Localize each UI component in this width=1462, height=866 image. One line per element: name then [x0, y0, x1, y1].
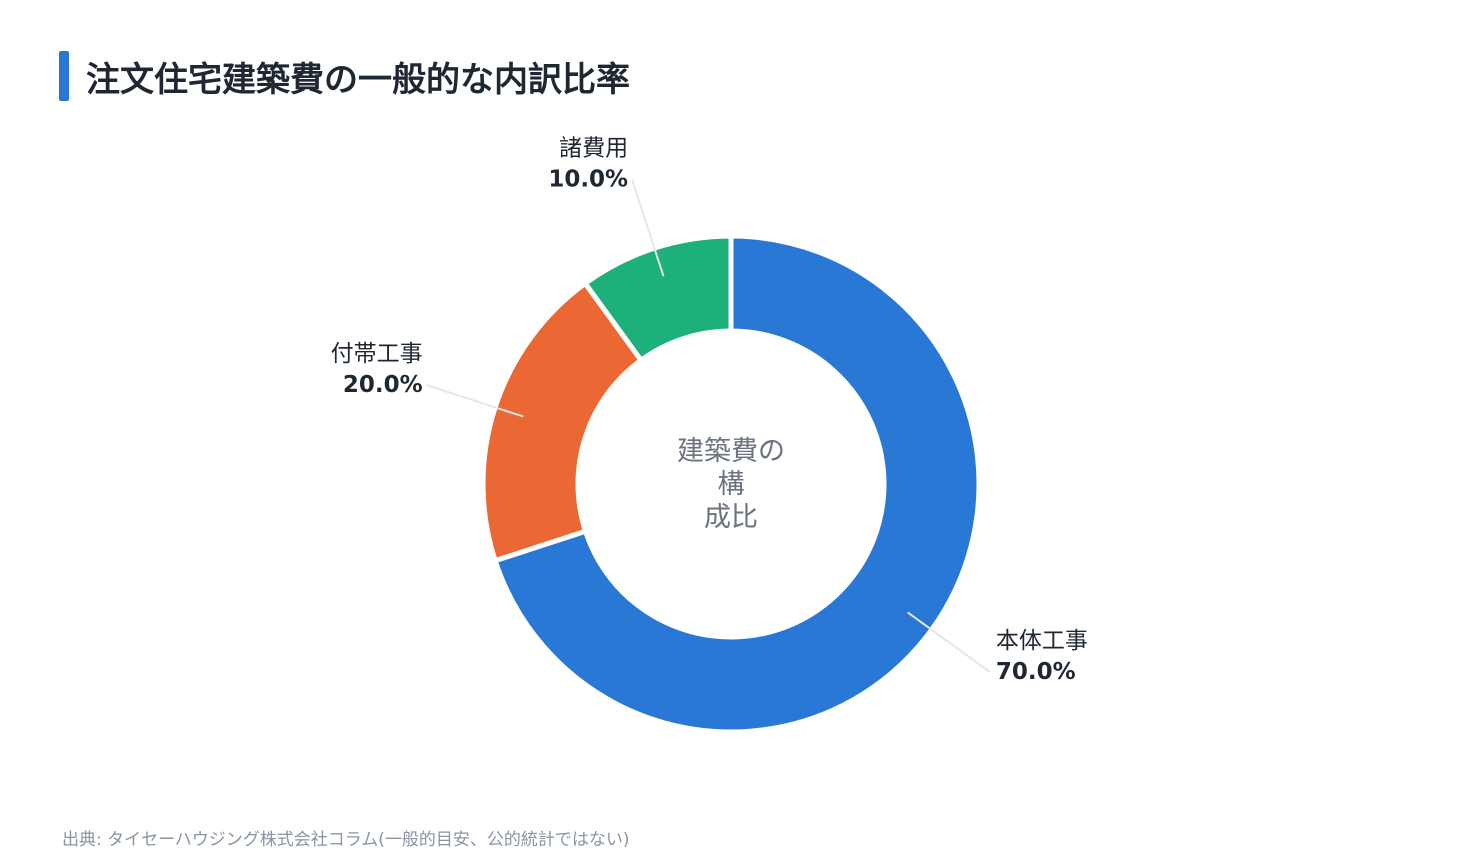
center-label: 建築費の構成比 — [677, 436, 785, 533]
slice-label-value-1: 70.0% — [996, 659, 1076, 685]
chart-slices — [480, 233, 982, 735]
title-accent-bar — [59, 51, 69, 101]
leader-line-1 — [907, 611, 991, 673]
slice-label-value-2: 20.0% — [343, 372, 423, 398]
slice-3 — [582, 233, 734, 363]
slice-label-name-1: 本体工事 — [996, 628, 1088, 654]
slice-2 — [480, 280, 644, 564]
chart-slice-labels: 本体工事 70.0% 付帯工事 20.0% 諸費用 10.0% — [331, 136, 1088, 685]
leader-line-2 — [426, 384, 524, 418]
source-note: 出典: タイセーハウジング株式会社コラム(一般的目安、公的統計ではない) — [62, 830, 630, 850]
slice-1 — [492, 233, 982, 735]
slice-label-name-2: 付帯工事 — [331, 341, 423, 367]
center-label-line-1: 建築費の — [677, 436, 785, 467]
leader-line-3 — [631, 179, 665, 277]
slice-label-value-3: 10.0% — [548, 167, 628, 193]
slice-label-name-3: 諸費用 — [559, 136, 628, 162]
center-label-line-3: 成比 — [704, 502, 758, 533]
center-label-line-2: 構 — [718, 469, 745, 500]
chart-leader-lines — [426, 179, 991, 673]
chart-title: 注文住宅建築費の一般的な内訳比率 — [86, 60, 630, 100]
